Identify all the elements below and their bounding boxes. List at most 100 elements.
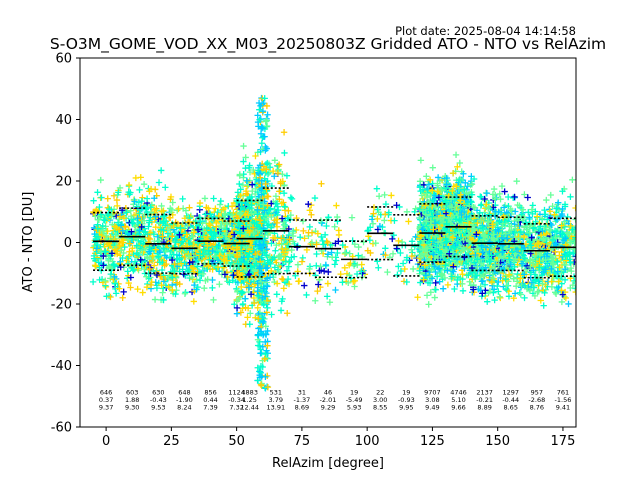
data-point <box>187 213 194 221</box>
data-point <box>432 279 439 287</box>
data-point <box>178 254 185 262</box>
data-point <box>148 278 155 286</box>
data-point <box>337 270 344 278</box>
data-point <box>121 243 128 251</box>
data-point <box>194 283 201 291</box>
data-point <box>102 248 109 256</box>
data-point <box>221 204 229 211</box>
data-point <box>341 249 349 257</box>
chart-title: S-O3M_GOME_VOD_XX_M03_20250803Z Gridded … <box>50 35 606 54</box>
data-point <box>136 186 143 194</box>
data-point <box>293 226 300 234</box>
data-point <box>425 301 432 308</box>
data-point <box>252 152 259 160</box>
data-point <box>494 282 501 290</box>
data-point <box>100 252 107 260</box>
data-point <box>127 213 135 220</box>
data-point <box>242 154 249 161</box>
data-point <box>185 253 193 260</box>
data-point <box>142 245 150 253</box>
data-point <box>164 222 172 230</box>
data-point <box>209 284 216 292</box>
data-point <box>561 276 569 283</box>
data-point <box>179 266 186 273</box>
data-point <box>205 250 213 258</box>
data-point <box>228 203 236 210</box>
data-point <box>328 254 336 261</box>
data-point <box>191 281 198 289</box>
data-point <box>234 287 241 294</box>
data-point <box>381 217 388 224</box>
data-point <box>168 256 176 264</box>
data-point <box>140 180 148 188</box>
data-point <box>127 207 134 214</box>
data-point <box>409 265 417 273</box>
plot-date: Plot date: 2025-08-04 14:14:58 <box>395 24 576 38</box>
data-point <box>188 273 196 281</box>
data-point <box>212 205 219 212</box>
data-point <box>97 176 104 184</box>
data-point <box>221 252 228 260</box>
data-point <box>216 281 223 288</box>
data-point <box>332 286 339 294</box>
data-point <box>226 279 233 286</box>
data-point <box>106 263 114 271</box>
data-point <box>120 236 127 244</box>
data-point <box>308 201 315 209</box>
data-point <box>325 268 332 276</box>
data-point <box>214 263 222 271</box>
data-point <box>160 227 167 234</box>
data-point <box>242 295 249 302</box>
data-point <box>116 213 124 220</box>
data-point <box>298 258 306 265</box>
data-point <box>272 193 280 200</box>
data-point <box>100 216 108 224</box>
data-point <box>201 241 208 249</box>
data-point <box>272 247 279 254</box>
data-point <box>169 286 176 294</box>
data-point <box>131 223 139 230</box>
data-point <box>233 298 240 305</box>
data-point <box>160 296 167 304</box>
data-point <box>172 290 179 298</box>
data-point <box>223 257 231 264</box>
data-point <box>543 196 550 204</box>
data-point <box>172 235 179 242</box>
data-point <box>124 268 131 275</box>
data-point <box>389 250 397 257</box>
data-point <box>209 247 216 255</box>
data-point <box>439 285 447 292</box>
data-point <box>181 259 188 266</box>
data-point <box>120 249 127 257</box>
data-point <box>122 223 129 231</box>
data-point <box>175 230 182 237</box>
data-point <box>490 185 498 193</box>
data-point <box>171 260 178 268</box>
data-point <box>105 257 112 264</box>
data-point <box>134 215 141 222</box>
data-point <box>201 259 209 267</box>
data-point <box>217 222 224 230</box>
data-point <box>524 194 531 201</box>
data-point <box>497 294 504 302</box>
data-point <box>393 245 400 252</box>
data-point <box>207 228 214 235</box>
data-point <box>196 250 204 257</box>
data-point <box>102 277 109 284</box>
data-point <box>284 310 291 317</box>
data-point <box>322 261 330 269</box>
data-point <box>107 275 114 282</box>
data-point <box>452 151 460 159</box>
data-point <box>135 199 143 206</box>
data-point <box>93 245 100 252</box>
data-point <box>511 193 518 201</box>
data-point <box>281 149 288 157</box>
data-point <box>312 297 319 304</box>
data-point <box>160 207 167 214</box>
data-point <box>417 157 425 164</box>
data-point <box>153 284 161 292</box>
data-point <box>299 254 306 262</box>
data-point <box>217 197 224 205</box>
data-point <box>308 211 315 218</box>
data-point <box>326 299 334 306</box>
